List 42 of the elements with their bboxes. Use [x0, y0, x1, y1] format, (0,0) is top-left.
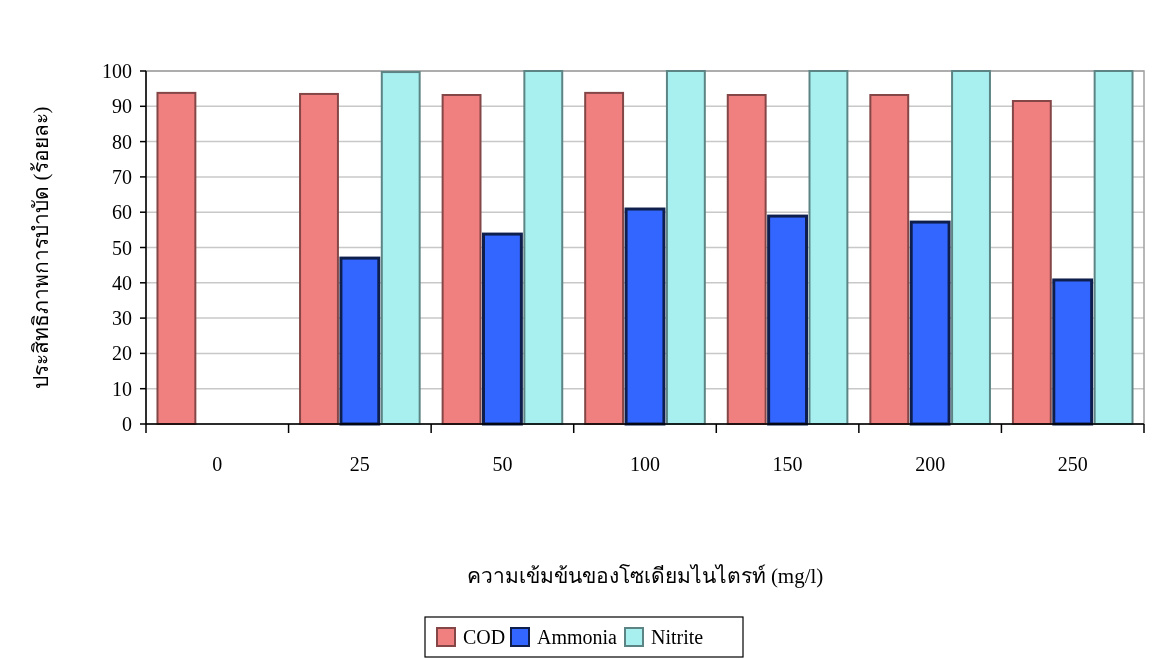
bar — [951, 70, 991, 425]
bar — [624, 207, 666, 426]
bar — [1093, 70, 1134, 425]
y-tick-label: 30 — [112, 307, 132, 330]
bar — [523, 70, 564, 425]
x-tick-label: 0 — [212, 453, 223, 475]
bar — [156, 91, 197, 425]
x-tick-label: 200 — [915, 453, 946, 475]
y-tick-label: 50 — [112, 236, 132, 259]
bar — [481, 232, 523, 426]
legend-label: Ammonia — [537, 626, 618, 648]
legend-label: Nitrite — [651, 626, 704, 648]
x-tick-label: 250 — [1057, 453, 1088, 475]
bar — [1011, 100, 1052, 425]
y-tick-label: 40 — [112, 271, 132, 294]
bar — [380, 71, 421, 425]
y-tick-label: 60 — [112, 201, 132, 224]
bar — [909, 220, 951, 426]
bar — [808, 70, 849, 425]
x-tick-label: 150 — [772, 453, 803, 475]
y-tick-label: 20 — [112, 342, 132, 365]
y-tick-label: 10 — [112, 377, 132, 400]
bar — [767, 214, 809, 426]
bar — [299, 92, 339, 425]
y-axis-title: ประสิทธิภาพการบำบัด (ร้อยละ) — [29, 106, 53, 389]
legend-label: COD — [463, 626, 506, 648]
y-tick-label: 100 — [102, 60, 132, 82]
bar — [869, 94, 910, 425]
x-axis-title: ความเข้มข้นของโซเดียมไนไตรท์ (mg/l) — [466, 564, 824, 588]
bar — [441, 94, 482, 425]
bar — [726, 94, 767, 425]
y-tick-label: 0 — [122, 413, 132, 435]
x-tick-label: 25 — [349, 453, 370, 475]
bar — [584, 91, 625, 425]
y-tick-label: 80 — [112, 130, 132, 153]
bar — [339, 256, 381, 426]
x-tick-label: 50 — [492, 453, 513, 475]
y-tick-label: 70 — [112, 165, 132, 188]
y-tick-label: 90 — [112, 95, 132, 118]
bar — [665, 70, 706, 425]
bar — [1052, 278, 1094, 426]
x-tick-label: 100 — [630, 453, 660, 475]
